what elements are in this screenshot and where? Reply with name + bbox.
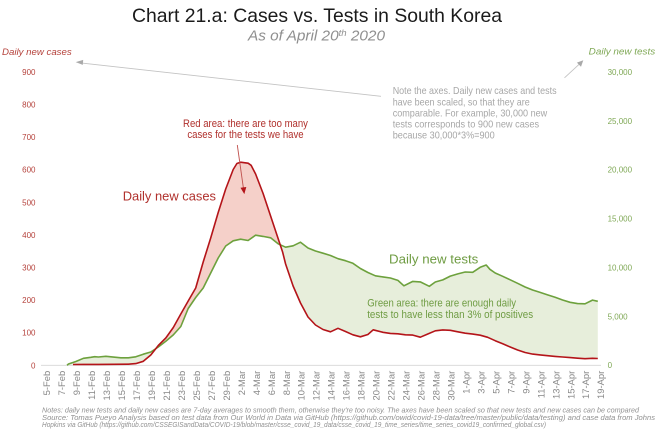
svg-text:0: 0 bbox=[608, 361, 613, 370]
svg-text:12-Mar: 12-Mar bbox=[311, 371, 322, 401]
svg-text:13-Feb: 13-Feb bbox=[101, 371, 112, 401]
svg-text:5-Feb: 5-Feb bbox=[41, 371, 52, 396]
svg-text:because 30,000*3%=900: because 30,000*3%=900 bbox=[393, 130, 495, 141]
svg-text:19-Apr: 19-Apr bbox=[595, 371, 606, 399]
svg-text:8-Mar: 8-Mar bbox=[281, 371, 292, 395]
svg-text:Chart 21.a: Cases vs. Tests in: Chart 21.a: Cases vs. Tests in South Kor… bbox=[132, 5, 502, 27]
svg-text:have been scaled, so that they: have been scaled, so that they are bbox=[393, 97, 530, 108]
svg-text:700: 700 bbox=[22, 133, 36, 142]
svg-text:Daily new tests: Daily new tests bbox=[589, 47, 656, 57]
svg-text:comparable. For example, 30,00: comparable. For example, 30,000 new bbox=[393, 108, 548, 119]
svg-text:26-Mar: 26-Mar bbox=[416, 371, 427, 401]
svg-text:17-Feb: 17-Feb bbox=[131, 371, 142, 401]
svg-text:15,000: 15,000 bbox=[608, 215, 633, 224]
svg-text:5-Apr: 5-Apr bbox=[490, 371, 501, 394]
svg-text:24-Mar: 24-Mar bbox=[401, 371, 412, 401]
svg-text:30,000: 30,000 bbox=[608, 68, 633, 77]
svg-text:5,000: 5,000 bbox=[608, 312, 629, 321]
svg-text:21-Feb: 21-Feb bbox=[161, 371, 172, 401]
svg-text:Note the axes. Daily new cases: Note the axes. Daily new cases and tests bbox=[393, 86, 557, 97]
svg-text:16-Mar: 16-Mar bbox=[341, 371, 352, 401]
svg-text:11-Apr: 11-Apr bbox=[535, 371, 546, 398]
svg-text:15-Feb: 15-Feb bbox=[116, 371, 127, 401]
svg-text:6-Mar: 6-Mar bbox=[266, 371, 277, 395]
svg-text:29-Feb: 29-Feb bbox=[221, 371, 232, 401]
svg-text:Daily new cases: Daily new cases bbox=[123, 189, 217, 204]
svg-text:Daily new tests: Daily new tests bbox=[389, 252, 479, 267]
svg-text:7-Apr: 7-Apr bbox=[505, 371, 516, 394]
svg-text:13-Apr: 13-Apr bbox=[550, 371, 561, 399]
svg-text:19-Feb: 19-Feb bbox=[146, 371, 157, 401]
svg-text:0: 0 bbox=[31, 361, 36, 370]
svg-text:9-Feb: 9-Feb bbox=[71, 371, 82, 396]
svg-text:500: 500 bbox=[22, 198, 36, 207]
svg-text:800: 800 bbox=[22, 101, 36, 110]
svg-text:15-Apr: 15-Apr bbox=[565, 371, 576, 399]
svg-text:22-Mar: 22-Mar bbox=[386, 371, 397, 401]
svg-text:Daily new cases: Daily new cases bbox=[2, 47, 72, 57]
svg-text:tests to have less than 3% of: tests to have less than 3% of positives bbox=[367, 309, 533, 321]
svg-text:11-Feb: 11-Feb bbox=[86, 371, 97, 400]
svg-text:28-Mar: 28-Mar bbox=[431, 371, 442, 401]
svg-text:tests corresponds to 900 new c: tests corresponds to 900 new cases bbox=[393, 119, 539, 130]
svg-text:10,000: 10,000 bbox=[608, 263, 633, 272]
svg-text:Source: Tomas Pueyo Analysis b: Source: Tomas Pueyo Analysis based on te… bbox=[42, 415, 656, 422]
svg-text:300: 300 bbox=[22, 264, 36, 273]
svg-text:3-Apr: 3-Apr bbox=[475, 371, 486, 394]
svg-text:25,000: 25,000 bbox=[608, 117, 633, 126]
svg-text:9-Apr: 9-Apr bbox=[520, 371, 531, 394]
svg-text:900: 900 bbox=[22, 68, 36, 77]
svg-text:14-Mar: 14-Mar bbox=[326, 371, 337, 401]
svg-text:17-Apr: 17-Apr bbox=[580, 371, 591, 399]
svg-text:600: 600 bbox=[22, 166, 36, 175]
svg-text:200: 200 bbox=[22, 296, 36, 305]
svg-text:1-Apr: 1-Apr bbox=[460, 371, 471, 394]
svg-text:4-Mar: 4-Mar bbox=[251, 371, 262, 395]
svg-text:23-Feb: 23-Feb bbox=[176, 371, 187, 401]
svg-text:25-Feb: 25-Feb bbox=[191, 371, 202, 401]
svg-text:20-Mar: 20-Mar bbox=[371, 371, 382, 401]
svg-text:10-Mar: 10-Mar bbox=[296, 371, 307, 401]
svg-text:Red area: there are too many: Red area: there are too many bbox=[183, 118, 309, 130]
svg-text:Hopkins via GitHub (https://gi: Hopkins via GitHub (https://github.com/C… bbox=[42, 422, 546, 429]
svg-text:400: 400 bbox=[22, 231, 36, 240]
svg-text:Green area: there are enough d: Green area: there are enough daily bbox=[367, 298, 517, 310]
svg-text:cases for the tests we have: cases for the tests we have bbox=[187, 129, 303, 141]
svg-text:18-Mar: 18-Mar bbox=[356, 371, 367, 401]
svg-text:2-Mar: 2-Mar bbox=[236, 371, 247, 395]
svg-text:20,000: 20,000 bbox=[608, 166, 633, 175]
svg-text:7-Feb: 7-Feb bbox=[56, 371, 67, 396]
svg-text:100: 100 bbox=[22, 329, 36, 338]
svg-text:27-Feb: 27-Feb bbox=[206, 371, 217, 401]
svg-text:30-Mar: 30-Mar bbox=[446, 371, 457, 401]
svg-text:Notes: daily new tests and dai: Notes: daily new tests and daily new cas… bbox=[42, 408, 640, 415]
